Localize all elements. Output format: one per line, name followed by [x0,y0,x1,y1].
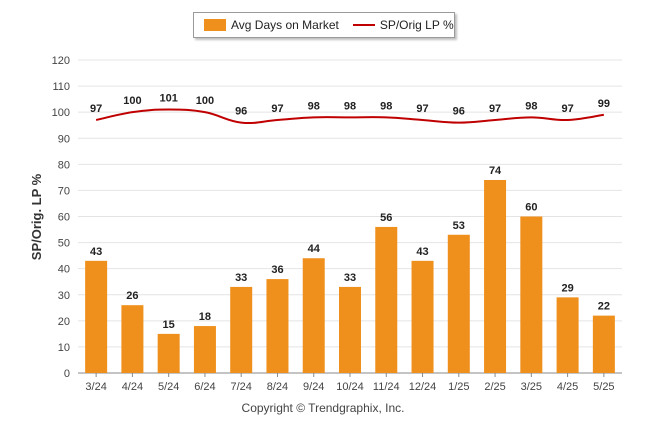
x-tick-label: 4/25 [557,381,578,393]
bar-1-25 [447,234,470,373]
x-tick-label: 3/24 [85,381,106,393]
line-data-label: 97 [271,103,283,115]
line-data-label: 97 [416,103,428,115]
bar-data-label: 56 [380,212,392,224]
bar-series [85,179,615,373]
bar-data-label: 43 [416,246,428,258]
x-tick-label: 4/24 [122,381,143,393]
bar-data-label: 36 [271,264,283,276]
y-tick-label: 0 [64,368,70,380]
x-tick-label: 11/24 [373,381,400,393]
bar-12-24 [411,260,434,373]
y-tick-label: 80 [58,159,70,171]
x-tick-label: 12/24 [409,381,437,393]
line-data-label: 96 [235,106,247,118]
bar-2-25 [484,179,507,373]
bar-3-25 [520,216,543,373]
x-tick-label: 10/24 [336,381,364,393]
bar-data-label: 15 [163,319,175,331]
bar-data-label: 33 [235,272,247,284]
bar-9-24 [302,258,325,373]
bar-5-24 [157,333,180,373]
y-tick-label: 70 [58,185,70,197]
line-data-label: 99 [598,98,610,110]
line-data-label: 100 [123,95,141,107]
legend-line-swatch [352,24,375,26]
bar-8-24 [266,279,289,373]
bar-7-24 [230,286,253,373]
line-data-label: 98 [344,100,356,112]
legend-label-bar: Avg Days on Market [231,18,339,32]
bar-data-label: 33 [344,272,356,284]
copyright-text: Copyright © Trendgraphix, Inc. [241,401,405,415]
x-tick-label: 8/24 [267,381,288,393]
bar-data-label: 26 [126,290,138,302]
line-data-label: 100 [196,95,214,107]
x-tick-label: 7/24 [230,381,251,393]
x-tick-label: 2/25 [484,381,505,393]
sp-orig-lp-line [95,108,605,124]
x-tick-label: 5/24 [158,381,179,393]
bar-10-24 [339,286,361,373]
legend-item-line[interactable]: SP/Orig LP % [352,18,454,32]
x-axis-ticks: 3/24 4/24 5/24 6/24 7/24 8/24 9/24 10/24 11/24 12… [85,373,615,393]
y-tick-label: 10 [58,342,70,354]
bar-data-label: 53 [453,220,465,232]
y-tick-label: 100 [52,107,70,119]
x-tick-label: 3/25 [521,381,542,393]
y-tick-label: 60 [58,212,70,224]
line-data-label: 98 [380,100,392,112]
bar-data-label: 60 [525,202,537,214]
line-data-label: 98 [525,100,537,112]
y-tick-label: 110 [52,81,70,93]
bar-data-label: 18 [199,311,211,323]
y-tick-label: 50 [58,238,70,250]
x-tick-label: 5/25 [593,381,614,393]
line-data-label: 98 [308,100,320,112]
bar-data-labels: 43 26 15 18 33 36 44 33 56 43 53 74 60 29 22 [90,165,610,331]
line-data-label: 97 [90,103,102,115]
bar-6-24 [193,326,216,373]
legend-bar-swatch [204,19,226,31]
bar-data-label: 29 [561,282,573,294]
line-data-labels: 97 100 101 100 96 97 98 98 98 97 96 97 98 97 99 [90,93,610,118]
bar-5-25 [592,315,615,373]
bar-11-24 [375,226,398,373]
x-tick-label: 1/25 [448,381,469,393]
legend-item-bar[interactable]: Avg Days on Market [204,18,339,32]
y-axis-ticks: 0 10 20 30 40 50 60 70 80 90 100 110 120 [52,55,70,380]
bar-4-25 [556,297,579,373]
y-tick-label: 90 [58,133,70,145]
x-tick-label: 9/24 [303,381,324,393]
legend-label-line: SP/Orig LP % [379,18,454,32]
y-tick-label: 40 [58,264,70,276]
line-data-label: 97 [489,103,501,115]
x-tick-label: 6/24 [194,381,215,393]
y-axis-label: SP/Orig. LP % [29,173,44,260]
line-series [95,108,605,124]
bar-data-label: 22 [598,301,610,313]
legend: Avg Days on Market SP/Orig LP % [193,12,455,38]
bar-3-24 [85,260,108,373]
line-data-label: 96 [453,106,465,118]
y-tick-label: 120 [52,55,70,67]
bar-4-24 [121,305,144,373]
bar-data-label: 74 [489,165,502,177]
line-data-label: 101 [159,93,177,105]
bar-data-label: 44 [308,243,321,255]
y-tick-label: 30 [58,290,70,302]
line-data-label: 97 [561,103,573,115]
y-tick-label: 20 [58,316,70,328]
bar-data-label: 43 [90,246,102,258]
